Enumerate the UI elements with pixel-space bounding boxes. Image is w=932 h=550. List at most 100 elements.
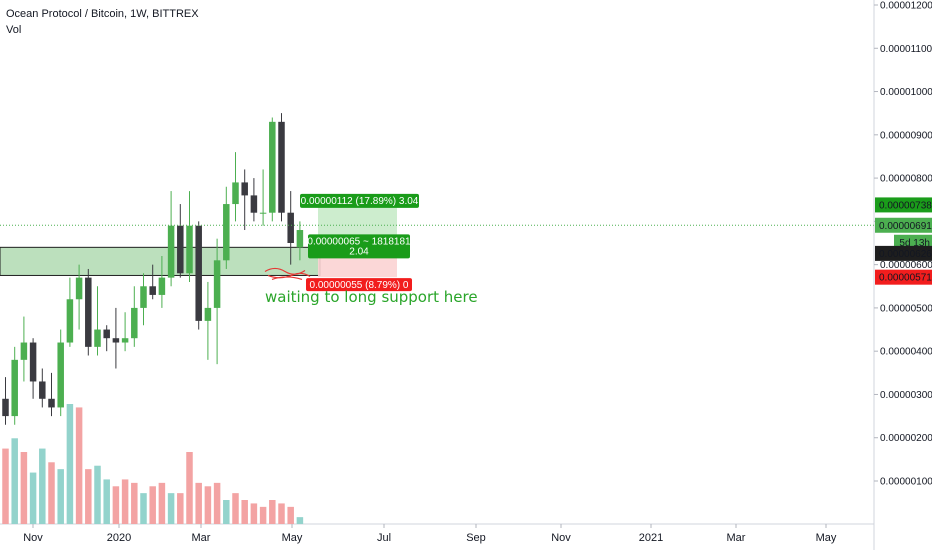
volume-bar [296,517,304,524]
candle-body [85,277,92,347]
volume-bar [11,438,18,524]
price-tick-label: 0.00000600 [880,260,932,271]
candle-body [186,225,193,274]
candle-body [149,286,156,295]
time-axis[interactable]: Nov 2020 Mar May Jul Sep Nov 2021 Mar May [23,524,837,544]
candle-body [57,342,64,408]
volume-bar [204,486,212,524]
volume-bar [112,486,120,524]
price-tick-label: 0.00000800 [880,174,932,185]
loss-label: 0.00000055 (8.79%) 0 [306,278,412,292]
candle-body [269,121,276,213]
volume-bar [167,493,175,524]
candle-body [94,329,101,347]
volume-bar [186,452,193,524]
time-tick-label: May [816,532,837,544]
candle-body [241,182,248,196]
time-tick-label: Sep [466,532,486,544]
candle-body [11,359,18,417]
candle-body [140,286,147,308]
position-center-label-text: 0.00000065 ~ 1818181 [307,236,411,247]
price-tick-label: 0.00000200 [880,433,932,444]
candle-body [39,381,46,399]
candle-body [250,195,258,213]
position-center-label-bg [308,234,410,259]
time-tick-label: Mar [192,532,211,544]
stop-price-tag: 0.00000571 [879,273,932,284]
candle-body [296,230,304,248]
candle-body [2,398,9,417]
time-tick-label: Jul [377,532,391,544]
candle-body [112,338,120,343]
volume-bar [213,482,221,524]
volume-bar [259,506,267,524]
support-zone [0,246,321,276]
profit-label-text: 0.00000112 (17.89%) 3.04 [301,196,419,207]
price-tick-label: 0.00000500 [880,303,932,314]
candle-body [287,212,294,243]
volume-bar [195,482,202,524]
time-tick-label: 2020 [107,532,131,544]
volume-bar [269,500,276,524]
profit-label: 0.00000112 (17.89%) 3.04 [300,193,419,208]
time-tick-label: Nov [551,532,571,544]
volume-bar [121,479,129,524]
candle-body [103,329,110,339]
price-tick-label: 0.00001000 [880,87,932,98]
candle-body [131,307,138,339]
last-price-tag: 0.00000691 [879,221,932,232]
candle-body [48,398,55,408]
target-price-tag-bg [875,197,932,213]
loss-label-text: 0.00000055 (8.79%) 0 [310,280,409,291]
loss-label-bg [306,278,412,292]
position-center-label-text: 2.04 [349,246,369,257]
candle-body [167,225,175,278]
loss-zone [318,253,397,278]
candle-body [29,342,37,382]
volume-bar [29,472,37,524]
volume-bar [48,462,55,524]
entry-price-tag-bg [875,245,932,261]
profit-label-bg [300,193,419,208]
price-tick-label: 0.00000300 [880,390,932,401]
volume-bar [131,482,138,524]
volume-bar [39,448,46,524]
candle-body [204,307,212,321]
volume-bar [103,479,110,524]
volume-bar [2,448,9,524]
candle-body [223,204,230,261]
candle-body [177,225,184,274]
volume-bar [140,493,147,524]
volume-bars [2,404,304,524]
last-price-tag-bg [875,217,932,233]
volume-bar [20,452,28,524]
price-tick-label: 0.00000900 [880,130,932,141]
time-tick-label: May [282,532,303,544]
candle-body [66,299,74,343]
volume-bar [223,500,230,524]
volume-bar [94,465,101,524]
scribble-marker [264,267,311,281]
volume-indicator-label: Vol [6,24,22,36]
candle-body [232,182,239,205]
entry-price-tag: 0.00000626 [879,249,932,260]
candle-body [75,277,83,300]
candle-body [213,260,221,308]
candle-body [259,212,267,214]
volume-bar [66,404,74,524]
time-tick-label: Nov [23,532,43,544]
volume-bar [232,493,239,524]
price-tick-label: 0.00000400 [880,347,932,358]
time-tick-label: 2021 [639,532,663,544]
chart-title: Ocean Protocol / Bitcoin, 1W, BITTREX [6,8,199,20]
volume-bar [85,469,92,524]
price-tick-label: 0.00001200 [880,1,932,12]
candle-body [278,121,285,213]
overlays: 0.00000112 (17.89%) 3.04 0.00000065 ~ 181… [0,193,874,306]
stop-price-tag-bg [875,269,932,285]
candlesticks[interactable] [2,113,304,425]
candle-body [121,338,129,343]
